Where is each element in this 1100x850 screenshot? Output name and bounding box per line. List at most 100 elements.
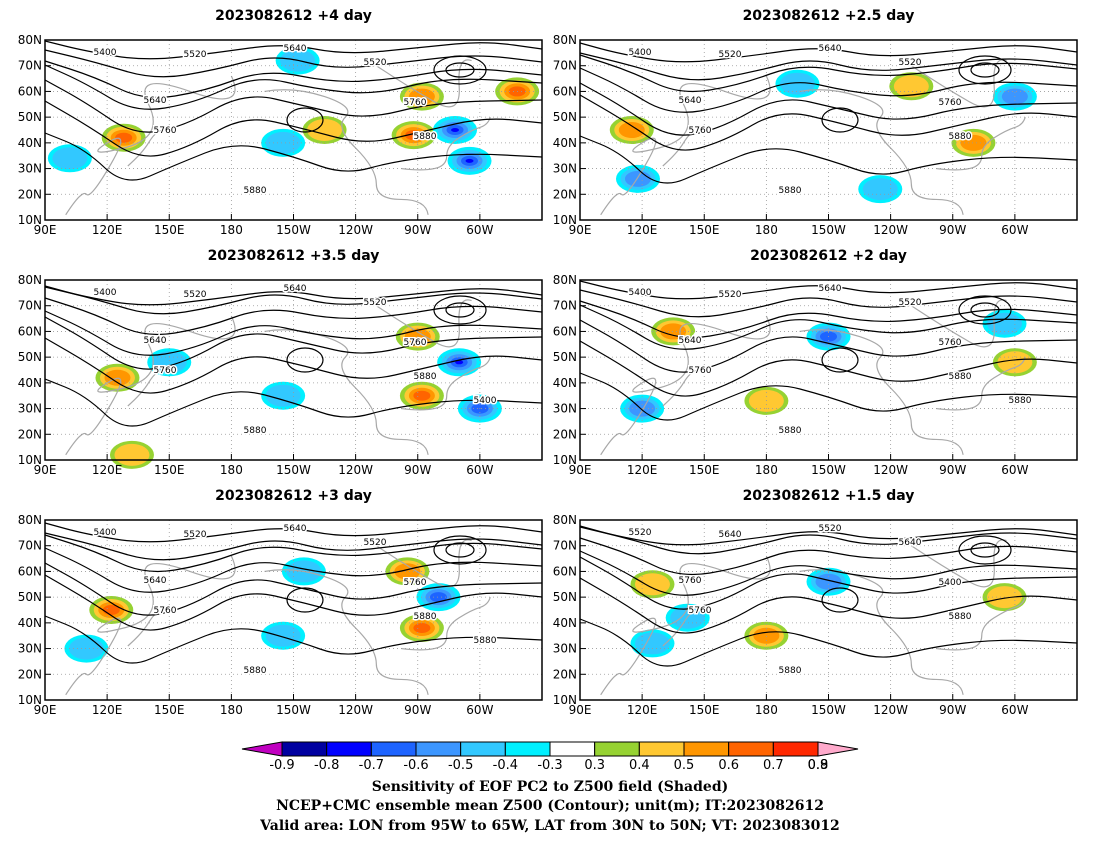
contour-label: 5760 (154, 606, 177, 616)
contour-line (44, 615, 543, 664)
contour-label: 5880 (949, 612, 972, 622)
negative-sensitivity (451, 128, 460, 132)
panel-title: 2023082612 +3.5 day (208, 248, 380, 264)
colorbar-cell (817, 741, 859, 757)
y-tick-label: 30N (18, 162, 42, 176)
colorbar-cell (594, 741, 640, 757)
y-tick-label: 20N (18, 667, 42, 681)
x-tick-label: 180 (755, 463, 778, 477)
contour-label: 5640 (144, 96, 167, 106)
contour-label: 5520 (364, 538, 387, 548)
y-tick-label: 50N (553, 110, 577, 124)
colorbar-cell (281, 741, 328, 757)
contour-label: 5760 (689, 606, 712, 616)
contour-label: 5760 (404, 578, 427, 588)
y-tick-label: 80N (18, 513, 42, 527)
contour-line (44, 132, 543, 181)
contour-label: 5520 (364, 58, 387, 68)
contour-label: 5520 (719, 290, 742, 300)
x-tick-label: 120E (627, 463, 658, 477)
y-tick-label: 80N (553, 513, 577, 527)
contour-line (579, 304, 1078, 350)
y-tick-label: 60N (553, 324, 577, 338)
negative-sensitivity (779, 72, 815, 95)
x-tick-label: 90W (939, 463, 966, 477)
negative-sensitivity (624, 170, 651, 187)
x-tick-label: 90W (404, 223, 431, 237)
contour-line (579, 550, 1078, 596)
positive-sensitivity (997, 351, 1033, 374)
caption-line-3: Valid area: LON from 95W to 65W, LAT fro… (259, 818, 840, 834)
y-tick-label: 30N (18, 402, 42, 416)
contour-label: 5520 (899, 58, 922, 68)
contour-line (579, 556, 1078, 610)
contour-label: 5880 (414, 132, 437, 142)
colorbar-tick-label: 0.6 (718, 758, 739, 773)
x-tick-label: 120E (627, 703, 658, 717)
y-tick-label: 10N (18, 213, 42, 227)
x-tick-label: 120E (92, 463, 123, 477)
colorbar-cell (460, 741, 506, 757)
contour-line (44, 49, 543, 78)
y-tick-label: 40N (18, 616, 42, 630)
panel-title: 2023082612 +1.5 day (743, 488, 915, 504)
contour-label: 5760 (939, 98, 962, 108)
panel-title: 2023082612 +2.5 day (743, 8, 915, 24)
x-tick-label: 60W (466, 463, 493, 477)
colorbar-tick-label: 0.7 (763, 758, 784, 773)
contour-line (579, 42, 1078, 63)
y-tick-label: 70N (553, 59, 577, 73)
negative-sensitivity (815, 573, 842, 590)
y-tick-label: 50N (18, 350, 42, 364)
contour-label: 5640 (284, 524, 307, 534)
contour-label: 5640 (819, 284, 842, 294)
contour-line (579, 289, 1078, 318)
coastline (662, 131, 694, 167)
x-tick-label: 120W (338, 223, 373, 237)
contour-low (433, 55, 487, 85)
contour-label: 5880 (414, 612, 437, 622)
contour-low (445, 62, 475, 78)
x-tick-label: 90E (34, 223, 57, 237)
contour-low (445, 542, 475, 558)
contour-line (579, 319, 1078, 373)
contour-line (44, 286, 543, 315)
contour-line (579, 577, 1078, 634)
y-tick-label: 20N (553, 667, 577, 681)
colorbar-tick-label: -0.9 (269, 758, 294, 773)
colorbar-tick-label: -0.4 (493, 758, 518, 773)
positive-sensitivity (408, 88, 435, 105)
positive-sensitivity (413, 623, 431, 633)
contour-line (579, 526, 1078, 555)
y-tick-label: 20N (553, 427, 577, 441)
positive-sensitivity (753, 627, 780, 644)
contour-line (44, 100, 543, 157)
coastline (127, 131, 159, 167)
contour-line (579, 135, 1078, 184)
contour-closed (286, 347, 324, 373)
contour-closed (821, 587, 859, 613)
x-tick-label: 120W (338, 463, 373, 477)
contour-low (958, 295, 1012, 325)
y-tick-label: 30N (553, 642, 577, 656)
coastline (662, 611, 694, 647)
contour-label: 5880 (414, 372, 437, 382)
contour-line (44, 562, 543, 616)
contour-line (579, 340, 1078, 397)
x-tick-label: 90W (404, 703, 431, 717)
x-tick-label: 60W (466, 703, 493, 717)
y-tick-label: 60N (18, 324, 42, 338)
x-tick-label: 90E (569, 223, 592, 237)
y-tick-label: 80N (553, 33, 577, 47)
x-tick-label: 150E (154, 223, 185, 237)
y-tick-label: 10N (553, 453, 577, 467)
contour-label: 5400 (474, 396, 497, 406)
y-tick-label: 70N (553, 299, 577, 313)
contour-line (44, 40, 543, 60)
contour-closed (286, 587, 324, 613)
y-tick-label: 20N (18, 187, 42, 201)
contour-label: 5400 (94, 288, 117, 298)
contour-low (958, 535, 1012, 565)
contour-label: 5400 (94, 528, 117, 538)
